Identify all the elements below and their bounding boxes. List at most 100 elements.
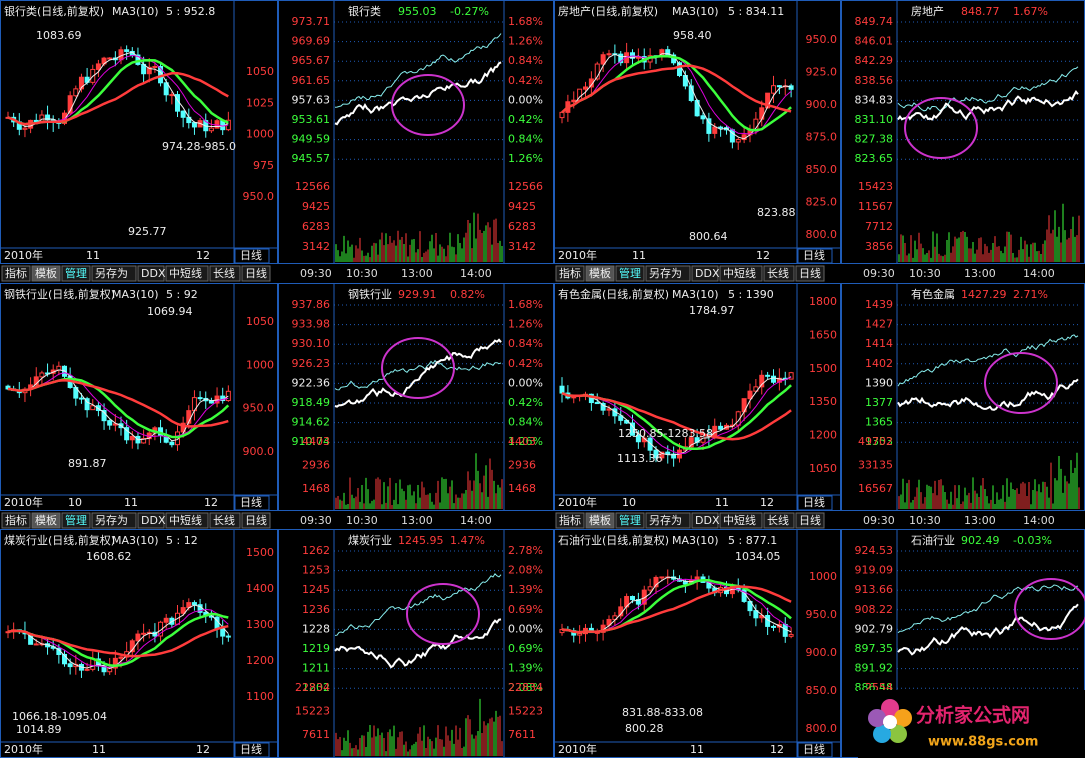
toolbar-button[interactable]: [615, 265, 645, 282]
time-label: 13:00: [964, 267, 996, 280]
toolbar-label[interactable]: 长线: [213, 266, 235, 280]
toolbar-button[interactable]: [61, 265, 91, 282]
highlight-circle: [904, 97, 978, 159]
toolbar-label[interactable]: 管理: [65, 266, 87, 280]
toolbar-label[interactable]: 长线: [767, 266, 789, 280]
toolbar-button[interactable]: [719, 265, 763, 282]
toolbar-button[interactable]: [691, 512, 719, 529]
toolbar-button[interactable]: [241, 512, 271, 529]
candle-body: [225, 390, 231, 402]
toolbar-label[interactable]: 中短线: [169, 513, 202, 527]
toolbar-button[interactable]: [615, 512, 645, 529]
percent-label: 1.26%: [508, 35, 543, 48]
volume-label: 11567: [858, 200, 893, 213]
price-axis-label: 1000: [246, 128, 274, 141]
toolbar-label[interactable]: 另存为: [95, 513, 128, 527]
toolbar-button[interactable]: [61, 512, 91, 529]
toolbar-label[interactable]: DDX: [141, 514, 166, 527]
daily-latest: 5 : 92: [166, 288, 198, 301]
price-annotation: 1113.36: [617, 452, 663, 465]
toolbar-label[interactable]: 指标: [559, 266, 581, 280]
toolbar-label[interactable]: 指标: [559, 513, 581, 527]
price-axis-label: 1100: [246, 690, 274, 703]
candle-body: [208, 127, 214, 132]
toolbar-label[interactable]: 日线: [245, 513, 267, 527]
toolbar-label[interactable]: DDX: [695, 267, 720, 280]
toolbar-label[interactable]: 管理: [619, 513, 641, 527]
toolbar-button[interactable]: [137, 512, 165, 529]
toolbar-button[interactable]: [719, 512, 763, 529]
toolbar-label[interactable]: 中短线: [723, 513, 756, 527]
candle-body: [583, 86, 588, 90]
toolbar-button[interactable]: [209, 512, 241, 529]
volume-label: 3142: [302, 240, 330, 253]
toolbar-label[interactable]: DDX: [695, 514, 720, 527]
price-axis-label: 850.0: [806, 163, 838, 176]
toolbar-label[interactable]: 模板: [35, 513, 57, 527]
price-annotation: 974.28-985.0: [162, 140, 236, 153]
toolbar-button[interactable]: [555, 512, 585, 529]
ma-line: [561, 391, 792, 441]
toolbar-button[interactable]: [795, 265, 825, 282]
price-label: 897.35: [855, 642, 894, 655]
price-label: 1236: [302, 603, 330, 616]
toolbar-button[interactable]: [91, 265, 137, 282]
price-label: 1427: [865, 318, 893, 331]
price-label: 1365: [865, 416, 893, 429]
price-label: 926.23: [292, 357, 331, 370]
toolbar-label[interactable]: 模板: [35, 266, 57, 280]
toolbar-button[interactable]: [31, 512, 61, 529]
toolbar-button[interactable]: [691, 265, 719, 282]
volume-label: 7712: [865, 220, 893, 233]
toolbar-button[interactable]: [165, 512, 209, 529]
date-label: 12: [196, 249, 210, 262]
percent-label: 0.42%: [508, 357, 543, 370]
toolbar-button[interactable]: [585, 265, 615, 282]
toolbar-button[interactable]: [165, 265, 209, 282]
average-line: [334, 359, 502, 391]
price-label: 918.49: [292, 396, 331, 409]
toolbar-label[interactable]: 日线: [799, 266, 821, 280]
toolbar-label[interactable]: 中短线: [723, 266, 756, 280]
toolbar-label[interactable]: 指标: [5, 266, 27, 280]
toolbar-label[interactable]: 模板: [589, 513, 611, 527]
toolbar-label[interactable]: 长线: [213, 513, 235, 527]
toolbar-label[interactable]: 指标: [5, 513, 27, 527]
price-axis-label: 1500: [246, 546, 274, 559]
toolbar-label[interactable]: 日线: [799, 513, 821, 527]
toolbar-label[interactable]: 管理: [619, 266, 641, 280]
candle-body: [618, 53, 624, 64]
toolbar-button[interactable]: [795, 512, 825, 529]
date-label: 12: [770, 743, 784, 756]
toolbar-label[interactable]: DDX: [141, 267, 166, 280]
toolbar-button[interactable]: [763, 512, 795, 529]
toolbar-button[interactable]: [241, 265, 271, 282]
toolbar-button[interactable]: [645, 512, 691, 529]
toolbar-button[interactable]: [645, 265, 691, 282]
toolbar-label[interactable]: 日线: [245, 266, 267, 280]
toolbar-label[interactable]: 管理: [65, 513, 87, 527]
toolbar-button[interactable]: [1, 512, 31, 529]
toolbar-button[interactable]: [585, 512, 615, 529]
toolbar-label[interactable]: 另存为: [649, 513, 682, 527]
toolbar-button[interactable]: [137, 265, 165, 282]
price-line: [334, 61, 502, 126]
price-label: 1245: [302, 583, 330, 596]
percent-label: 0.84%: [508, 54, 543, 67]
toolbar-button[interactable]: [555, 265, 585, 282]
toolbar-button[interactable]: [763, 265, 795, 282]
toolbar-button[interactable]: [91, 512, 137, 529]
toolbar-label[interactable]: 模板: [589, 266, 611, 280]
toolbar-button[interactable]: [1, 265, 31, 282]
volume-label: 16567: [858, 482, 893, 495]
toolbar-label[interactable]: 另存为: [95, 266, 128, 280]
candle-body: [771, 625, 776, 628]
candle-body: [559, 111, 565, 119]
toolbar-label[interactable]: 另存为: [649, 266, 682, 280]
toolbar-button[interactable]: [31, 265, 61, 282]
toolbar-button[interactable]: [209, 265, 241, 282]
toolbar-label[interactable]: 长线: [767, 513, 789, 527]
highlight-circle: [391, 74, 465, 136]
candle-body: [594, 402, 600, 405]
toolbar-label[interactable]: 中短线: [169, 266, 202, 280]
